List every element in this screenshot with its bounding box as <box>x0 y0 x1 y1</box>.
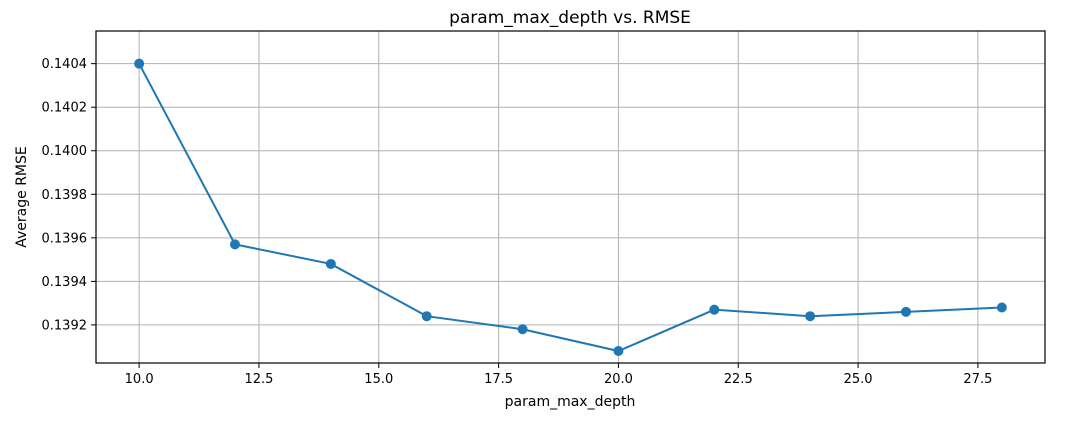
y-tick-label: 0.1402 <box>42 101 88 116</box>
data-point <box>134 58 145 69</box>
series-line <box>138 63 1002 353</box>
x-tick-label: 27.5 <box>963 372 992 387</box>
y-tick-label: 0.1394 <box>42 275 88 290</box>
x-axis-label: param_max_depth <box>505 394 636 410</box>
x-tick-label: 15.0 <box>364 372 393 387</box>
x-tick-label: 10.0 <box>125 372 154 387</box>
data-point <box>805 311 816 322</box>
series-layer <box>134 58 1007 357</box>
grid <box>96 31 1045 363</box>
plot-frame <box>95 30 1046 364</box>
data-point <box>421 311 432 322</box>
x-tick-label: 20.0 <box>604 372 633 387</box>
y-tick-label: 0.1400 <box>42 144 88 159</box>
data-point <box>517 324 528 335</box>
x-tick-label: 12.5 <box>244 372 273 387</box>
data-point <box>709 304 720 315</box>
y-tick-label: 0.1392 <box>42 318 88 333</box>
y-axis: 0.1392 0.1394 0.1396 0.1398 0.1400 0.1402 0.14… <box>42 57 96 333</box>
x-tick-label: 25.0 <box>844 372 873 387</box>
data-point <box>901 306 912 317</box>
data-point <box>613 346 624 357</box>
y-tick-label: 0.1404 <box>42 57 88 72</box>
y-tick-label: 0.1396 <box>42 231 88 246</box>
data-point <box>996 302 1007 313</box>
y-axis-label: Average RMSE <box>14 146 30 247</box>
x-tick-label: 22.5 <box>724 372 753 387</box>
data-point <box>229 239 240 250</box>
x-tick-label: 17.5 <box>484 372 513 387</box>
y-tick-label: 0.1398 <box>42 188 88 203</box>
data-point <box>325 258 336 269</box>
chart-title: param_max_depth vs. RMSE <box>449 8 691 28</box>
x-axis: 10.0 12.5 15.0 17.5 20.0 22.5 25.0 27.5 <box>125 363 992 387</box>
